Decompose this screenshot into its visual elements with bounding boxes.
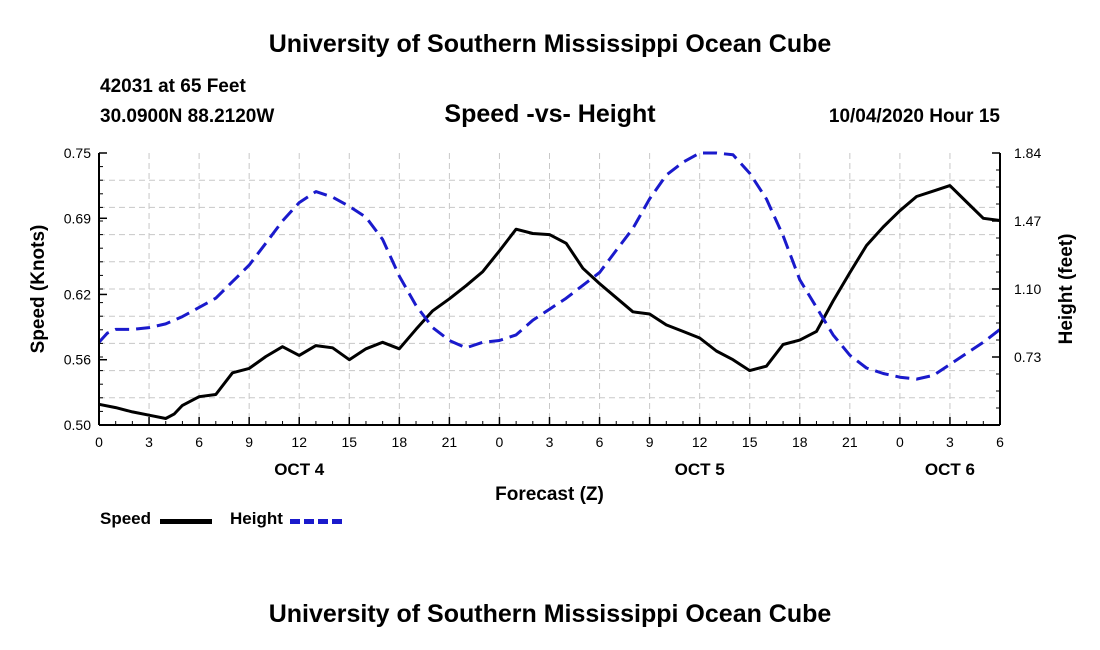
y-tick-label-right: 1.10: [1014, 281, 1041, 297]
station-label: 42031 at 65 Feet: [100, 76, 246, 97]
chart-title: Speed -vs- Height: [444, 100, 656, 128]
x-tick-label: 18: [792, 434, 808, 450]
y-axis-title-left: Speed (Knots): [28, 225, 49, 354]
y-tick-label-left: 0.56: [64, 352, 91, 368]
title-top: University of Southern Mississippi Ocean…: [268, 30, 832, 58]
y-tick-label-right: 1.47: [1014, 213, 1041, 229]
y-axis-title-right: Height (feet): [1056, 234, 1077, 345]
day-label: OCT 4: [274, 460, 325, 479]
x-tick-label: 9: [245, 434, 253, 450]
x-tick-label: 6: [996, 434, 1004, 450]
x-tick-label: 0: [496, 434, 504, 450]
y-tick-label-left: 0.75: [64, 145, 91, 161]
x-tick-label: 3: [546, 434, 554, 450]
x-axis-title: Forecast (Z): [495, 484, 604, 505]
legend-speed-label: Speed: [100, 509, 152, 528]
coordinates-label: 30.0900N 88.2120W: [100, 106, 275, 127]
x-tick-label: 9: [646, 434, 654, 450]
x-tick-label: 12: [692, 434, 708, 450]
series-line-speed: [98, 184, 1001, 420]
legend-height-swatch: [290, 519, 342, 524]
y-tick-label-right: 0.73: [1014, 349, 1041, 365]
legend-height-label: Height: [230, 509, 283, 528]
date-label: 10/04/2020 Hour 15: [828, 106, 1000, 127]
x-tick-label: 21: [842, 434, 858, 450]
x-tick-label: 21: [442, 434, 458, 450]
legend-speed-swatch: [160, 519, 212, 524]
day-label: OCT 5: [675, 460, 725, 479]
y-tick-label-left: 0.50: [64, 417, 91, 433]
x-tick-label: 6: [596, 434, 604, 450]
y-tick-label-right: 1.84: [1014, 145, 1041, 161]
x-tick-label: 15: [341, 434, 357, 450]
x-tick-label: 6: [195, 434, 203, 450]
x-tick-label: 3: [145, 434, 153, 450]
x-tick-label: 18: [392, 434, 408, 450]
series-line-height: [97, 151, 1001, 381]
x-tick-label: 0: [896, 434, 904, 450]
x-tick-label: 12: [291, 434, 307, 450]
x-tick-label: 15: [742, 434, 758, 450]
title-bottom: University of Southern Mississippi Ocean…: [268, 600, 832, 628]
y-tick-label-left: 0.62: [64, 286, 91, 302]
day-label: OCT 6: [925, 460, 975, 479]
y-tick-label-left: 0.69: [64, 210, 91, 226]
x-tick-label: 0: [95, 434, 103, 450]
x-tick-label: 3: [946, 434, 954, 450]
